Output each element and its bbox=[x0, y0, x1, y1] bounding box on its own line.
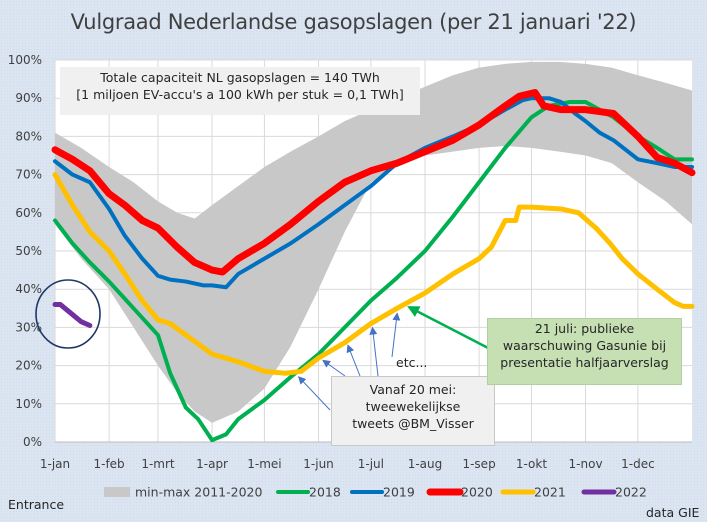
tweets-annotation: Vanaf 20 mei: tweewekelijkse tweets @BM_… bbox=[331, 376, 495, 446]
tweets-line-1: Vanaf 20 mei: bbox=[369, 382, 457, 397]
tweets-line-3: tweets @BM_Visser bbox=[352, 416, 474, 431]
footer-entrance: Entrance bbox=[8, 497, 65, 512]
x-tick-label: 1-mrt bbox=[141, 457, 175, 471]
y-tick-label: 20% bbox=[15, 359, 42, 373]
tweet-arrow bbox=[369, 326, 379, 377]
y-tick-label: 0% bbox=[23, 435, 42, 449]
etc-annotation: etc... bbox=[396, 355, 428, 370]
x-tick-label: 1-nov bbox=[569, 457, 603, 471]
x-tick-label: 1-jun bbox=[303, 457, 334, 471]
legend-swatch-min-max-2011-2020 bbox=[104, 487, 130, 497]
legend: min-max 2011-2020 2018 2019 2020 2021 2022 bbox=[104, 485, 647, 500]
x-tick-label: 1-okt bbox=[516, 457, 547, 471]
band-area-min-max-2011-2020 bbox=[55, 61, 692, 423]
y-tick-label: 80% bbox=[15, 129, 42, 143]
y-tick-label: 40% bbox=[15, 282, 42, 296]
legend-label-2018: 2018 bbox=[309, 485, 341, 500]
capacity-line-1: Totale capaciteit NL gasopslagen = 140 T… bbox=[100, 70, 380, 85]
x-tick-label: 1-sep bbox=[462, 457, 495, 471]
series-line-2021 bbox=[52, 172, 695, 376]
y-tick-label: 90% bbox=[15, 91, 42, 105]
series-line-2022 bbox=[52, 301, 93, 328]
x-tick-label: 1-jul bbox=[358, 457, 384, 471]
x-tick-label: 1-apr bbox=[196, 457, 228, 471]
tweet-arrow bbox=[322, 359, 346, 377]
series-line-2020 bbox=[51, 88, 696, 276]
gasunie-annotation: 21 juli: publieke waarschuwing Gasunie b… bbox=[487, 318, 682, 385]
capacity-annotation: Totale capaciteit NL gasopslagen = 140 T… bbox=[60, 67, 420, 115]
y-tick-label: 30% bbox=[15, 320, 42, 334]
gasunie-arrow bbox=[407, 306, 493, 352]
series-line-2019 bbox=[53, 96, 694, 290]
highlight-circle bbox=[35, 279, 101, 349]
annotation-arrows bbox=[297, 306, 493, 411]
min-max-band bbox=[55, 61, 692, 423]
x-tick-label: 1-aug bbox=[408, 457, 443, 471]
y-tick-label: 60% bbox=[15, 206, 42, 220]
x-tick-label: 1-dec bbox=[621, 457, 655, 471]
y-axis-ticks: 0% 10% 20% 30% 40% 50% 60% 70% 80% 90% 100% bbox=[8, 53, 42, 449]
tweet-arrow bbox=[391, 312, 401, 358]
tweets-line-2: tweewekelijkse bbox=[365, 399, 461, 414]
tweet-arrow bbox=[346, 344, 361, 377]
x-tick-label: 1-feb bbox=[93, 457, 124, 471]
y-tick-label: 10% bbox=[15, 397, 42, 411]
x-tick-label: 1-mei bbox=[247, 457, 281, 471]
gasunie-line-1: 21 juli: publieke bbox=[534, 321, 635, 336]
y-tick-label: 70% bbox=[15, 168, 42, 182]
legend-label-2020: 2020 bbox=[461, 485, 493, 500]
x-tick-label: 1-jan bbox=[40, 457, 70, 471]
chart-title: Vulgraad Nederlandse gasopslagen (per 21… bbox=[70, 10, 637, 34]
legend-label-2022: 2022 bbox=[615, 485, 647, 500]
tweet-arrow bbox=[297, 376, 331, 411]
x-axis-ticks: 1-jan 1-feb 1-mrt 1-apr 1-mei 1-jun 1-jul 1-aug… bbox=[40, 457, 655, 471]
gasunie-line-2: waarschuwing Gasunie bij bbox=[502, 338, 667, 353]
legend-label-2021: 2021 bbox=[534, 485, 566, 500]
series-lines bbox=[51, 88, 696, 443]
capacity-line-2: [1 miljoen EV-accu's a 100 kWh per stuk … bbox=[76, 87, 404, 102]
footer-data-source: data GIE bbox=[646, 505, 700, 520]
legend-label-min-max-2011-2020: min-max 2011-2020 bbox=[135, 485, 262, 500]
gasunie-line-3: presentatie halfjaarverslag bbox=[500, 355, 669, 370]
y-tick-label: 50% bbox=[15, 244, 42, 258]
legend-label-2019: 2019 bbox=[383, 485, 415, 500]
y-tick-label: 100% bbox=[8, 53, 42, 67]
